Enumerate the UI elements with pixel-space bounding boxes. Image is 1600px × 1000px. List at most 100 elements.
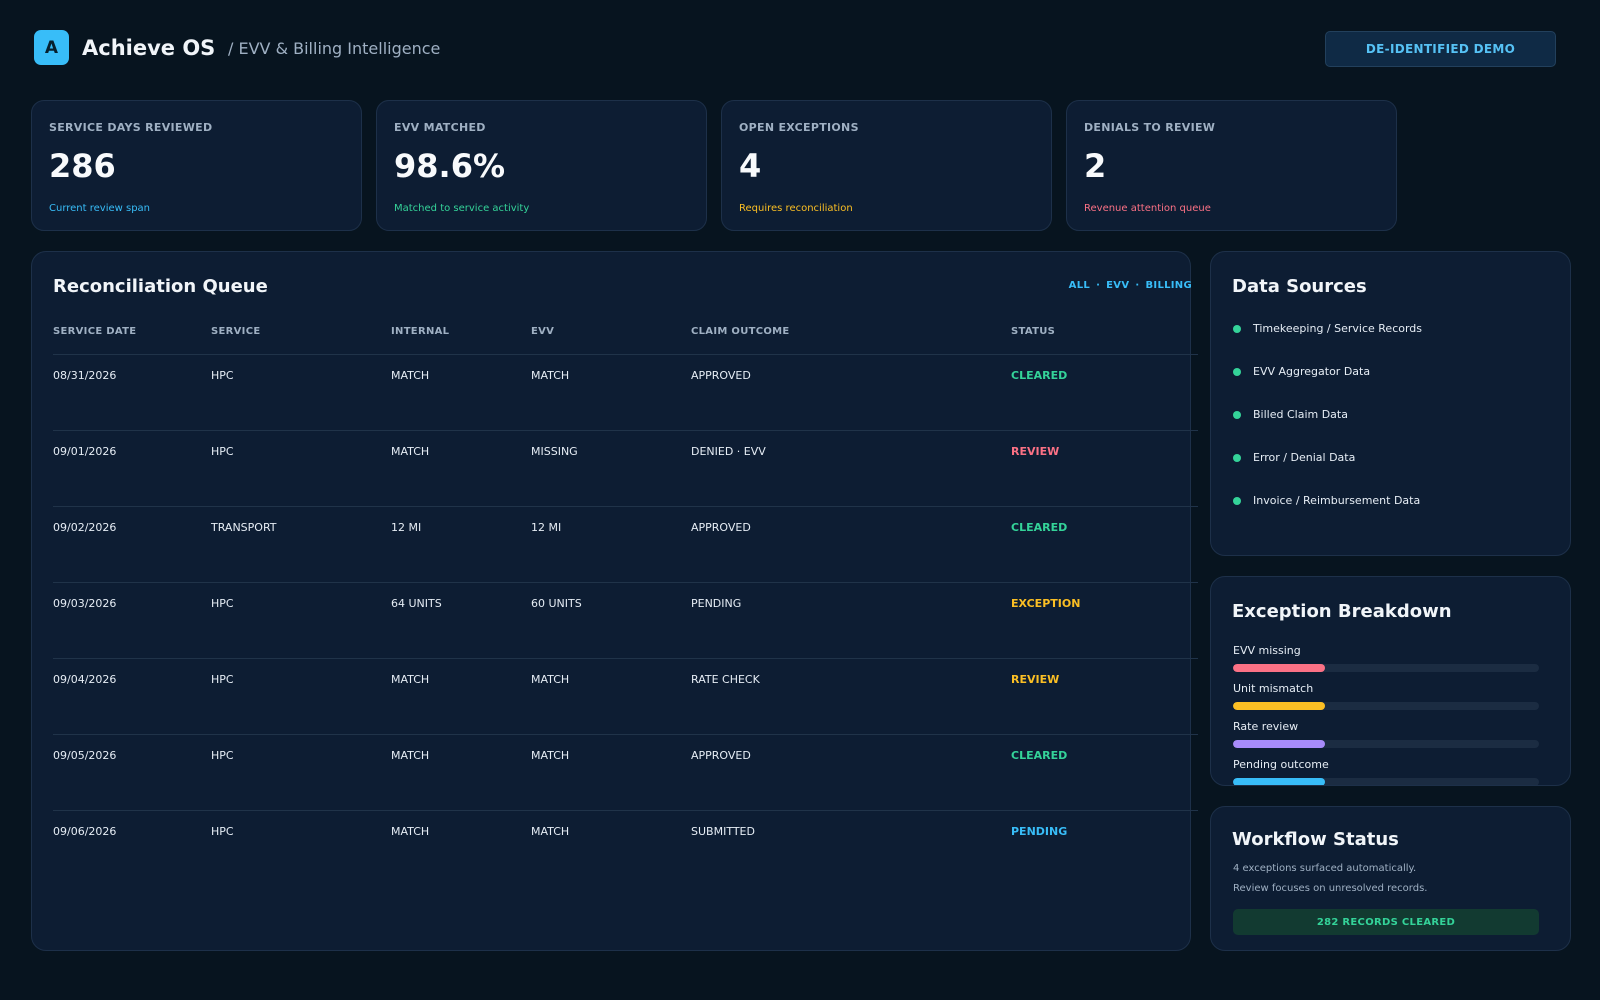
cell-service-date: 09/03/2026 [53,597,117,610]
workflow-line-1: 4 exceptions surfaced automatically. [1233,863,1417,874]
table-row[interactable]: 09/06/2026 HPC MATCH MATCH SUBMITTED PENDING [53,810,1198,886]
kpi-label: DENIALS TO REVIEW [1084,121,1216,134]
column-header-claim-outcome[interactable]: CLAIM OUTCOME [691,326,790,337]
exception-breakdown-title: Exception Breakdown [1232,601,1452,622]
queue-filters: ALL · EVV · BILLING [1069,280,1192,291]
kpi-denials: DENIALS TO REVIEW 2 Revenue attention qu… [1066,100,1397,231]
cell-evv: MATCH [531,749,570,762]
kpi-service-days: SERVICE DAYS REVIEWED 286 Current review… [31,100,362,231]
kpi-value: 98.6% [394,147,506,185]
kpi-label: OPEN EXCEPTIONS [739,121,859,134]
cell-internal: MATCH [391,369,430,382]
filter-billing[interactable]: BILLING [1145,280,1192,291]
filter-evv[interactable]: EVV [1106,280,1130,291]
data-source-item[interactable]: Invoice / Reimbursement Data [1233,494,1420,507]
reconciliation-queue-panel: Reconciliation Queue ALL · EVV · BILLING SER… [31,251,1198,951]
cell-service: HPC [211,369,234,382]
kpi-evv-matched: EVV MATCHED 98.6% Matched to service act… [376,100,707,231]
cell-internal: 64 UNITS [391,597,442,610]
data-source-item[interactable]: Error / Denial Data [1233,451,1355,464]
exception-label: Rate review [1233,720,1299,733]
column-header-service-date[interactable]: SERVICE DATE [53,326,137,337]
exception-label: Unit mismatch [1233,682,1314,695]
table-row[interactable]: 09/02/2026 TRANSPORT 12 MI 12 MI APPROVED CLE… [53,506,1198,582]
cell-service: HPC [211,825,234,838]
data-sources-panel: Data Sources Timekeeping / Service Recor… [1210,251,1571,556]
cell-status: EXCEPTION [1011,597,1081,610]
cell-claim-outcome: PENDING [691,597,742,610]
exception-bar-fill [1233,740,1325,748]
data-source-label: Billed Claim Data [1253,408,1348,421]
exception-label: EVV missing [1233,644,1301,657]
kpi-value: 2 [1084,147,1107,185]
exception-bar-fill [1233,702,1325,710]
cell-service: HPC [211,673,234,686]
status-dot-icon [1233,324,1241,333]
status-dot-icon [1233,496,1241,505]
cell-service: TRANSPORT [211,521,277,534]
filter-separator: · [1135,280,1140,291]
status-dot-icon [1233,367,1241,376]
cell-claim-outcome: DENIED · EVV [691,445,766,458]
cell-internal: MATCH [391,825,430,838]
kpi-note: Matched to service activity [394,203,530,214]
kpi-note: Revenue attention queue [1084,203,1211,214]
cell-service-date: 09/06/2026 [53,825,117,838]
data-source-item[interactable]: Billed Claim Data [1233,408,1348,421]
workflow-status-panel: Workflow Status 4 exceptions surfaced au… [1210,806,1571,951]
queue-title: Reconciliation Queue [53,276,268,297]
exception-breakdown-panel: Exception Breakdown EVV missing Unit mism… [1210,576,1571,786]
cell-evv: MATCH [531,673,570,686]
cell-service-date: 09/04/2026 [53,673,117,686]
kpi-label: SERVICE DAYS REVIEWED [49,121,213,134]
table-row[interactable]: 09/04/2026 HPC MATCH MATCH RATE CHECK REVIEW [53,658,1198,734]
records-cleared-badge: 282 RECORDS CLEARED [1233,909,1539,935]
status-dot-icon [1233,453,1241,462]
cell-status: CLEARED [1011,369,1068,382]
cell-evv: 60 UNITS [531,597,582,610]
cell-internal: 12 MI [391,521,422,534]
data-source-item[interactable]: Timekeeping / Service Records [1233,322,1422,335]
column-header-internal[interactable]: INTERNAL [391,326,450,337]
data-sources-title: Data Sources [1232,276,1367,297]
cell-claim-outcome: SUBMITTED [691,825,755,838]
exception-bar-fill [1233,664,1325,672]
data-source-label: Error / Denial Data [1253,451,1356,464]
table-row[interactable]: 08/31/2026 HPC MATCH MATCH APPROVED CLEARED [53,354,1198,430]
cell-evv: MATCH [531,369,570,382]
cell-service-date: 09/05/2026 [53,749,117,762]
exception-bar-track [1233,778,1539,785]
cell-service: HPC [211,749,234,762]
status-dot-icon [1233,410,1241,419]
app-subtitle: / EVV & Billing Intelligence [228,39,441,58]
cell-service-date: 08/31/2026 [53,369,117,382]
kpi-value: 286 [49,147,116,185]
cell-service: HPC [211,445,234,458]
table-row[interactable]: 09/01/2026 HPC MATCH MISSING DENIED · EVV REV… [53,430,1198,506]
workflow-status-title: Workflow Status [1232,829,1399,850]
cell-service-date: 09/02/2026 [53,521,117,534]
table-row[interactable]: 09/03/2026 HPC 64 UNITS 60 UNITS PENDING EXCE… [53,582,1198,658]
cell-internal: MATCH [391,673,430,686]
cell-status: CLEARED [1011,521,1068,534]
kpi-note: Requires reconciliation [739,203,853,214]
cell-service-date: 09/01/2026 [53,445,117,458]
column-header-status[interactable]: STATUS [1011,326,1056,337]
cell-claim-outcome: APPROVED [691,369,751,382]
data-source-item[interactable]: EVV Aggregator Data [1233,365,1370,378]
cell-status: REVIEW [1011,445,1060,458]
demo-badge[interactable]: DE-IDENTIFIED DEMO [1325,31,1556,67]
exception-bar-track [1233,664,1539,672]
exception-bar-track [1233,740,1539,748]
cell-internal: MATCH [391,749,430,762]
kpi-note: Current review span [49,203,151,214]
cell-internal: MATCH [391,445,430,458]
table-row[interactable]: 09/05/2026 HPC MATCH MATCH APPROVED CLEARED [53,734,1198,810]
app-title: Achieve OS [82,36,216,60]
cell-claim-outcome: APPROVED [691,521,751,534]
cell-claim-outcome: APPROVED [691,749,751,762]
filter-all[interactable]: ALL [1068,280,1091,291]
column-header-service[interactable]: SERVICE [211,326,261,337]
kpi-open-exceptions: OPEN EXCEPTIONS 4 Requires reconciliatio… [721,100,1052,231]
column-header-evv[interactable]: EVV [531,326,555,337]
